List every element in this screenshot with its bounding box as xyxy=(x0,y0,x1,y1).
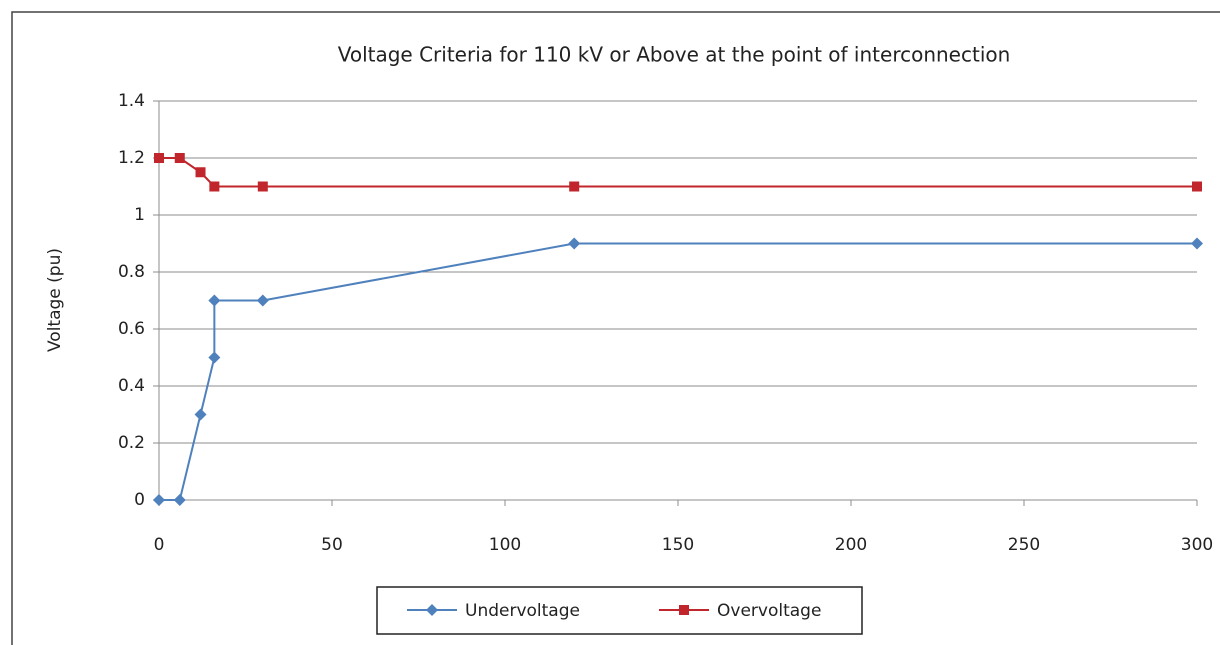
series-line xyxy=(159,242,1197,501)
marker xyxy=(426,604,438,616)
marker xyxy=(174,153,185,163)
marker xyxy=(569,181,580,192)
marker xyxy=(1192,181,1202,192)
chart-frame xyxy=(11,11,1220,645)
y-axis-label: Voltage (pu) xyxy=(45,248,65,352)
y-tick-label: 1.2 xyxy=(118,148,145,168)
y-tick-label: 0 xyxy=(134,490,145,510)
y-tick-label: 0.4 xyxy=(118,376,145,396)
y-tick-label: 1 xyxy=(134,205,145,225)
marker xyxy=(568,237,581,250)
marker xyxy=(256,294,269,307)
x-tick-label: 50 xyxy=(321,535,343,555)
x-tick-label: 200 xyxy=(835,535,867,555)
x-tick-label: 0 xyxy=(154,535,165,555)
x-tick-label: 150 xyxy=(662,535,694,555)
series-line xyxy=(159,157,1197,188)
legend-label: Overvoltage xyxy=(717,601,821,621)
marker xyxy=(154,153,164,163)
marker xyxy=(257,181,268,192)
marker xyxy=(194,408,207,421)
marker xyxy=(208,351,221,364)
x-tick-label: 250 xyxy=(1008,535,1040,555)
marker xyxy=(173,494,186,506)
legend-box xyxy=(376,586,863,635)
marker xyxy=(1191,237,1203,250)
chart-title: Voltage Criteria for 110 kV or Above at … xyxy=(338,43,1011,67)
y-tick-label: 0.8 xyxy=(118,262,145,282)
y-tick-label: 0.6 xyxy=(118,319,145,339)
marker xyxy=(209,181,220,192)
legend-label: Undervoltage xyxy=(465,601,580,621)
marker xyxy=(195,167,206,178)
marker xyxy=(679,605,689,615)
marker xyxy=(153,494,165,506)
x-tick-label: 100 xyxy=(489,535,521,555)
y-tick-label: 1.4 xyxy=(118,91,145,111)
x-tick-label: 300 xyxy=(1181,535,1213,555)
marker xyxy=(208,294,221,307)
y-tick-label: 0.2 xyxy=(118,433,145,453)
